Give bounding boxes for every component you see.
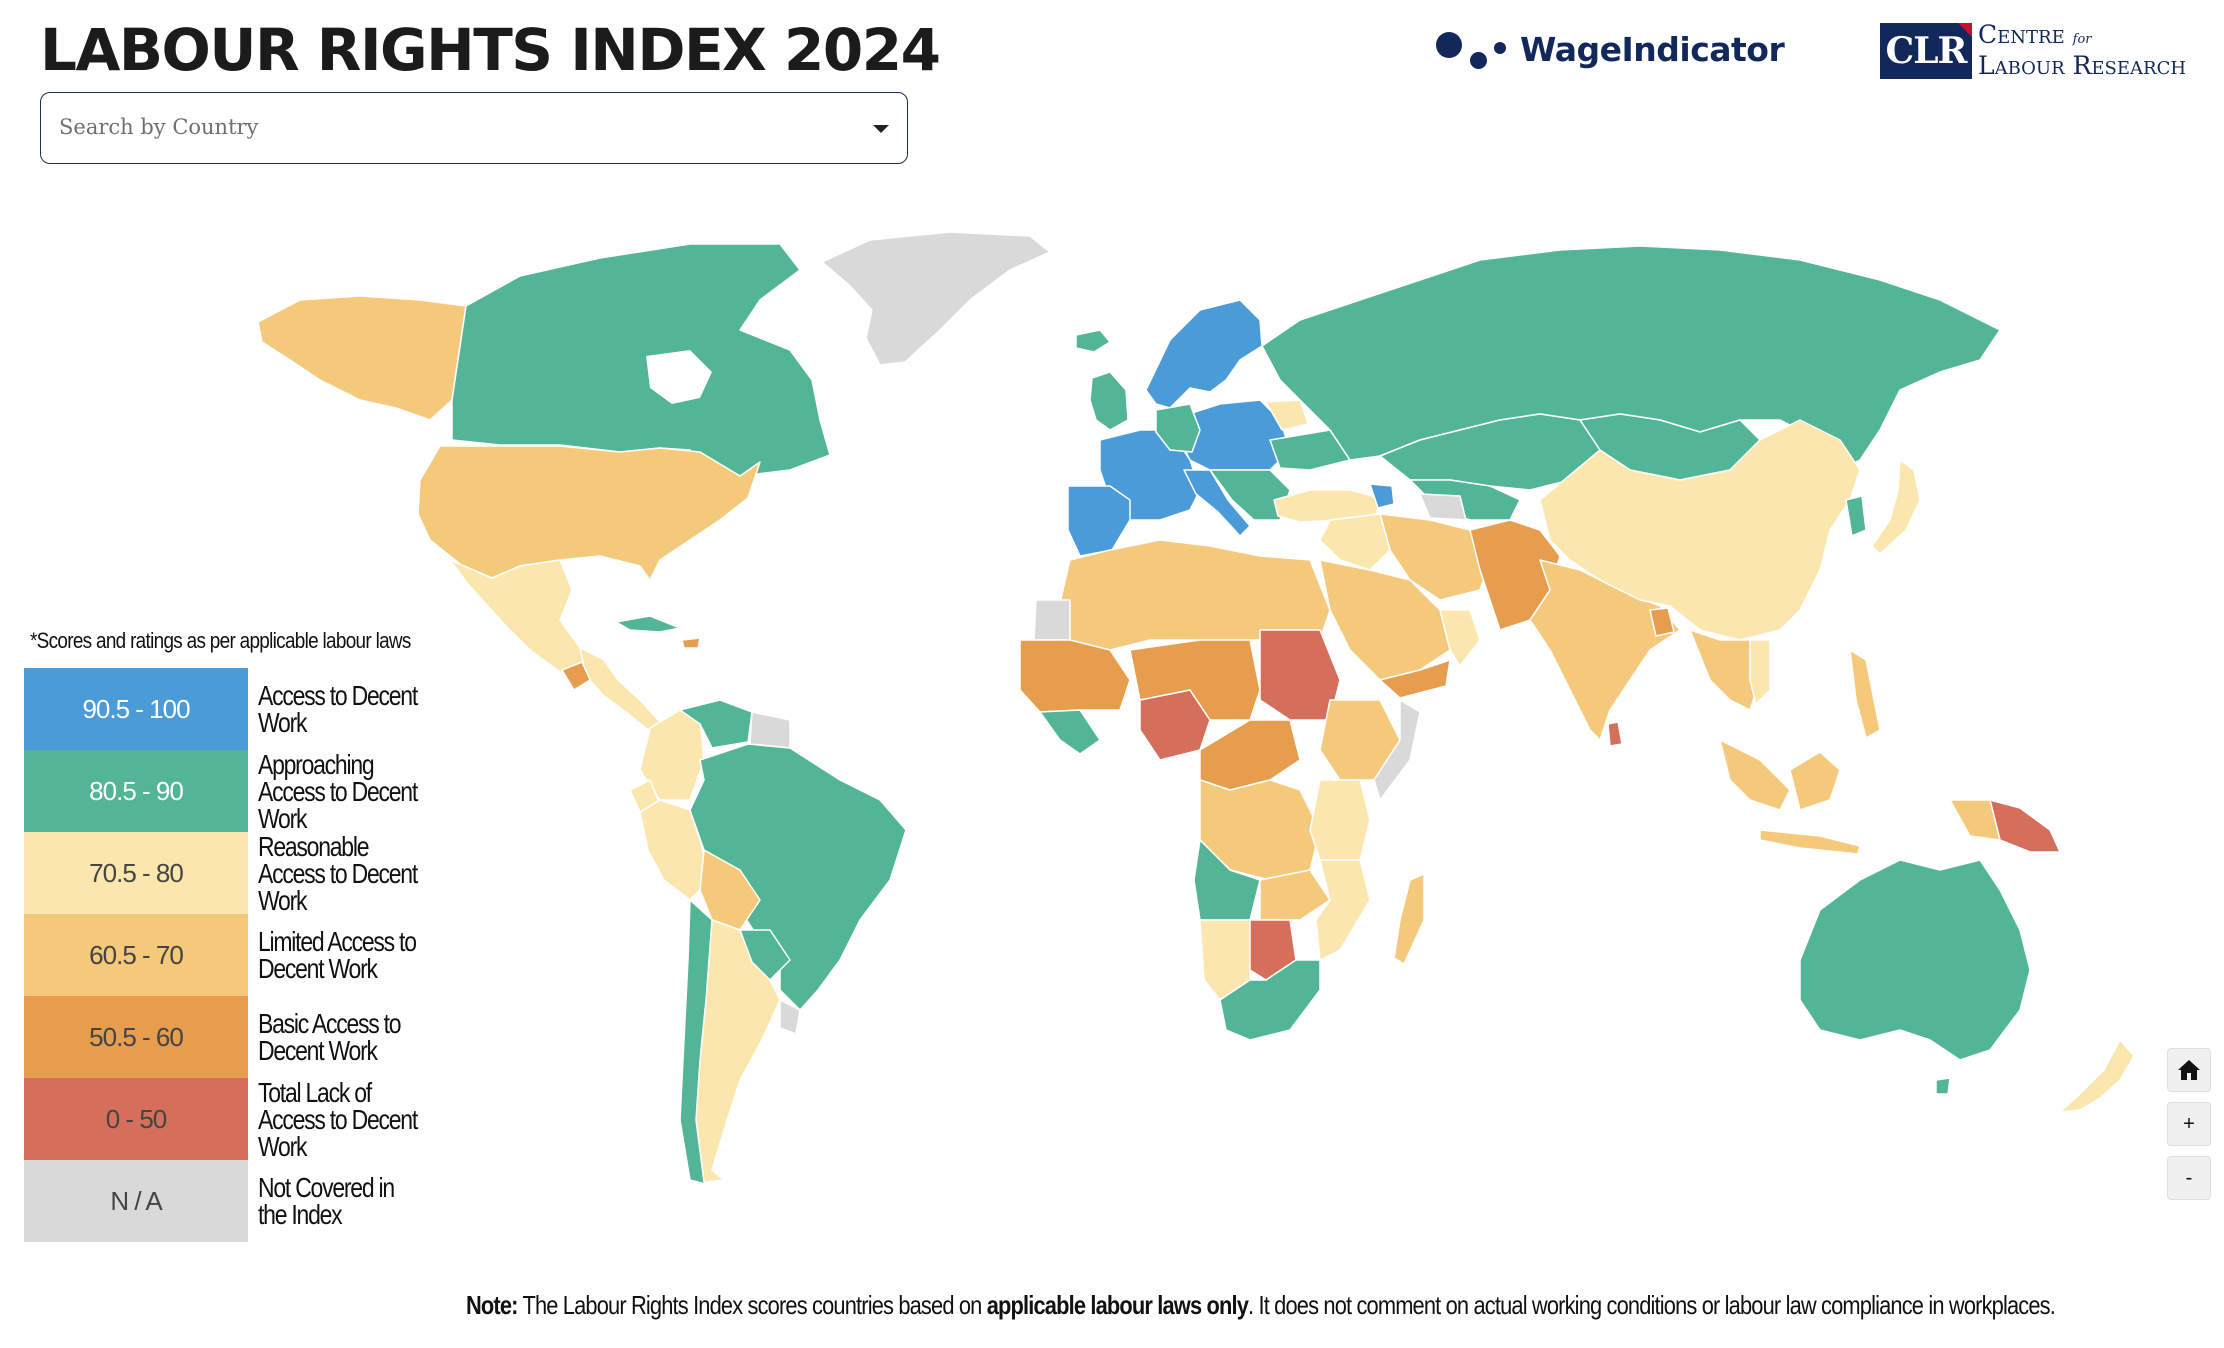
house-icon (2178, 1060, 2200, 1080)
region-madagascar[interactable] (1393, 873, 1425, 965)
legend-note: *Scores and ratings as per applicable la… (30, 628, 411, 653)
legend-swatch: 70.5 - 80 (24, 832, 248, 914)
region-east-africa[interactable] (1309, 779, 1371, 861)
region-greenland[interactable] (821, 231, 1051, 366)
region-hispaniola[interactable] (681, 637, 701, 649)
region-borneo[interactable] (1789, 751, 1841, 811)
region-sri-lanka[interactable] (1607, 721, 1623, 747)
region-guatemala[interactable] (561, 661, 591, 691)
clr-logo[interactable]: CLR Centre for Labour Research (1880, 22, 2186, 79)
legend-swatch: N / A (24, 1160, 248, 1242)
region-australia[interactable] (1799, 859, 2031, 1061)
region-turkmenistan[interactable] (1419, 493, 1467, 521)
hudson-bay (646, 350, 712, 404)
wageindicator-logo[interactable]: WageIndicator (1436, 24, 1785, 74)
footer-note-text-2: . It does not comment on actual working … (1248, 1290, 2056, 1320)
region-usa[interactable] (417, 445, 761, 581)
legend-row: 70.5 - 80 Reasonable Access to Decent Wo… (24, 832, 464, 914)
zoom-out-button[interactable]: - (2167, 1156, 2211, 1200)
region-alaska[interactable] (257, 295, 467, 421)
region-japan[interactable] (1871, 459, 1921, 555)
region-central-africa[interactable] (1199, 719, 1301, 791)
legend-row: 90.5 - 100 Access to Decent Work (24, 668, 464, 750)
region-iberia[interactable] (1067, 485, 1131, 557)
clr-for: for (2072, 32, 2092, 47)
footer-note-text-1: The Labour Rights Index scores countries… (517, 1290, 987, 1320)
region-caucasus[interactable] (1369, 483, 1395, 509)
region-china[interactable] (1539, 419, 1861, 641)
page-title: LABOUR RIGHTS INDEX 2024 (40, 16, 941, 84)
region-java[interactable] (1759, 829, 1861, 855)
region-canada[interactable] (451, 243, 831, 477)
region-south-africa[interactable] (1219, 959, 1321, 1041)
region-bangladesh[interactable] (1649, 607, 1675, 637)
region-venezuela[interactable] (679, 699, 753, 749)
region-western-sahara[interactable] (1033, 599, 1071, 641)
region-zambia[interactable] (1259, 869, 1331, 921)
region-uk-ireland[interactable] (1089, 371, 1129, 431)
region-yemen[interactable] (1379, 659, 1451, 699)
legend-label: Basic Access to Decent Work (258, 1008, 402, 1066)
region-west-papua[interactable] (1949, 799, 2001, 841)
region-malaysia-indonesia[interactable] (1719, 739, 1791, 811)
legend-swatch: 60.5 - 70 (24, 914, 248, 996)
region-west-africa-coast[interactable] (1039, 709, 1101, 755)
footer-note: Note: The Labour Rights Index scores cou… (466, 1290, 2056, 1321)
wageindicator-wordmark: WageIndicator (1520, 29, 1785, 69)
legend-label: Total Lack of Access to Decent Work (258, 1076, 418, 1162)
region-belarus[interactable] (1265, 399, 1309, 431)
clr-line-1: Centre (1978, 20, 2065, 49)
region-central-america[interactable] (579, 647, 661, 731)
region-balkans[interactable] (1209, 469, 1291, 521)
country-search-dropdown[interactable]: Search by Country (40, 92, 908, 164)
chevron-down-icon[interactable] (873, 125, 889, 133)
legend-swatch: 0 - 50 (24, 1078, 248, 1160)
region-papua-new-guinea[interactable] (1989, 799, 2061, 853)
zoom-in-button[interactable]: + (2167, 1102, 2211, 1146)
region-cuba[interactable] (615, 615, 681, 633)
legend-label: Not Covered in the Index (258, 1172, 395, 1230)
region-vietnam[interactable] (1749, 639, 1771, 705)
region-germany[interactable] (1155, 403, 1201, 453)
legend-label: Limited Access to Decent Work (258, 926, 417, 984)
clr-badge: CLR (1880, 22, 1972, 79)
legend-label: Access to Decent Work (258, 680, 418, 738)
region-tasmania[interactable] (1935, 1077, 1951, 1095)
region-iran[interactable] (1379, 513, 1491, 601)
wageindicator-dots-icon (1436, 24, 1516, 74)
legend-row: N / A Not Covered in the Index (24, 1160, 464, 1242)
footer-note-label: Note: (466, 1290, 518, 1320)
home-button[interactable] (2167, 1048, 2211, 1092)
legend-swatch: 50.5 - 60 (24, 996, 248, 1078)
region-uruguay[interactable] (779, 999, 801, 1035)
region-ukraine[interactable] (1269, 429, 1351, 471)
legend-row: 60.5 - 70 Limited Access to Decent Work (24, 914, 464, 996)
region-iceland[interactable] (1075, 329, 1111, 353)
region-korea[interactable] (1845, 495, 1867, 537)
region-scandinavia[interactable] (1145, 299, 1263, 409)
legend-swatch: 80.5 - 90 (24, 750, 248, 832)
region-philippines[interactable] (1849, 649, 1881, 739)
clr-line-2: Labour Research (1978, 51, 2187, 80)
legend-row: 50.5 - 60 Basic Access to Decent Work (24, 996, 464, 1078)
clr-wordmark: Centre for Labour Research (1978, 22, 2186, 79)
legend-label: Approaching Access to Decent Work (258, 748, 418, 834)
region-guianas[interactable] (749, 711, 791, 749)
legend-label: Reasonable Access to Decent Work (258, 830, 418, 916)
region-somalia[interactable] (1373, 699, 1421, 801)
region-oman-uae[interactable] (1439, 609, 1481, 667)
region-chile[interactable] (679, 899, 721, 1189)
search-placeholder: Search by Country (59, 115, 259, 139)
region-mozambique[interactable] (1315, 859, 1371, 961)
legend-row: 0 - 50 Total Lack of Access to Decent Wo… (24, 1078, 464, 1160)
legend-swatch: 90.5 - 100 (24, 668, 248, 750)
region-new-zealand[interactable] (2059, 1039, 2135, 1113)
region-west-africa[interactable] (1019, 639, 1131, 713)
region-saudi[interactable] (1319, 559, 1451, 681)
footer-note-bold: applicable labour laws only (986, 1290, 1249, 1320)
legend: 90.5 - 100 Access to Decent Work 80.5 - … (24, 668, 464, 1242)
legend-row: 80.5 - 90 Approaching Access to Decent W… (24, 750, 464, 832)
